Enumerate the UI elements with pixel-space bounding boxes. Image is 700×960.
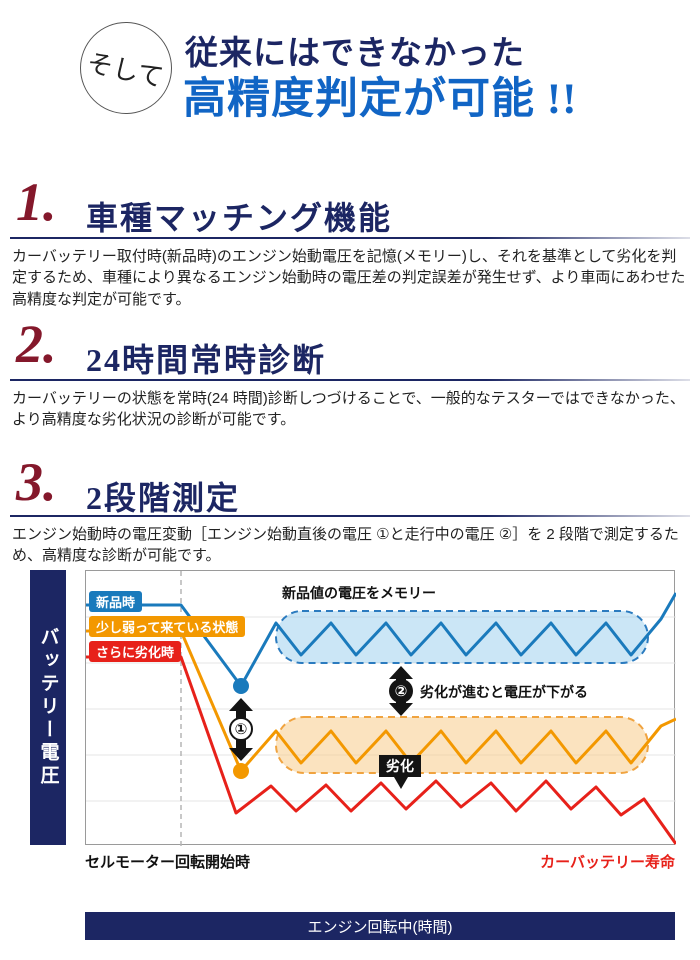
section-1-number: 1. (16, 172, 57, 232)
x-end-label: カーバッテリー寿命 (540, 854, 675, 871)
section-2-number: 2. (16, 314, 57, 374)
voltage-drop-annotation: 劣化が進むと電圧が下がる (420, 684, 588, 700)
headline-subtitle: 従来にはできなかった (185, 36, 525, 72)
section-3-body: エンジン始動時の電圧変動［エンジン始動直後の電圧 ①と走行中の電圧 ②］を 2 … (12, 526, 679, 565)
weak-start-dot (233, 763, 249, 779)
headline-title: 高精度判定が可能 !! (183, 76, 578, 123)
intro-circle: そして (80, 22, 172, 114)
memory-annotation: 新品値の電圧をメモリー (282, 585, 436, 601)
chart-plot: 新品時 少し弱って来ている状態 さらに劣化時 新品値の電圧をメモリー 劣化が進む… (85, 570, 676, 846)
series-new (86, 592, 676, 688)
deterioration-badge: 劣化 (379, 755, 421, 777)
section-2-title: 24時間常時診断 (86, 342, 327, 378)
section-1-body: カーバッテリー取付時(新品時)のエンジン始動電圧を記憶(メモリー)し、それを基準… (12, 248, 686, 308)
x-axis-bar: エンジン回転中(時間) (85, 912, 675, 940)
series-worn (86, 655, 676, 845)
intro-circle-label: そして (84, 46, 167, 93)
section-3-number: 3. (16, 452, 57, 512)
stage-1-badge: ① (229, 717, 253, 741)
section-1-title: 車種マッチング機能 (86, 200, 393, 236)
series-layer (86, 592, 676, 845)
section-2-rule (10, 379, 690, 381)
legend-new: 新品時 (89, 591, 143, 612)
stage-2-badge: ② (389, 679, 413, 703)
section-2-body: カーバッテリーの状態を常時(24 時間)診断しつづけることで、一般的なテスターで… (12, 390, 685, 429)
weakened-highlight-region (275, 716, 649, 774)
series-weak (86, 629, 676, 773)
section-1-rule (10, 237, 690, 239)
chart-svg (86, 571, 676, 846)
y-axis-label: バッテリー電圧 (37, 627, 59, 788)
legend-worn: さらに劣化時 (89, 641, 182, 662)
new-start-dot (233, 678, 249, 694)
section-3-rule (10, 515, 690, 517)
memory-highlight-region (275, 610, 649, 664)
deterioration-pointer-arrow (394, 777, 408, 789)
y-axis-label-bar: バッテリー電圧 (30, 570, 66, 845)
x-axis-labels: セルモーター回転開始時 カーバッテリー寿命 (85, 851, 675, 872)
x-start-label: セルモーター回転開始時 (85, 854, 251, 871)
x-axis-bar-label: エンジン回転中(時間) (307, 918, 453, 936)
legend-weak: 少し弱って来ている状態 (89, 616, 246, 637)
section-3-title: 2段階測定 (86, 480, 241, 516)
